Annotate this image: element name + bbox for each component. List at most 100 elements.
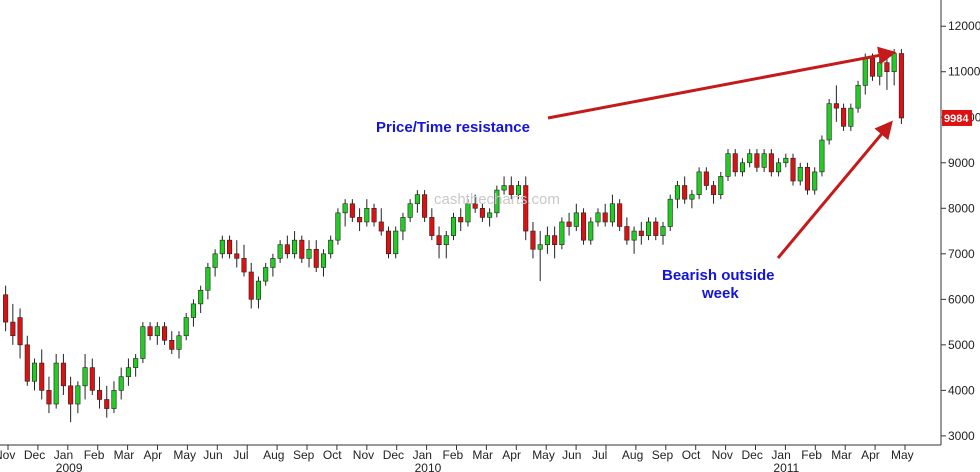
candle [328,235,334,259]
x-tick-label: Nov [353,448,374,462]
candle-body [826,103,832,141]
candle [17,308,23,359]
candle-body [371,207,377,223]
candle-body [595,212,601,223]
candle [162,322,168,345]
candle [176,331,182,359]
candle [833,85,839,122]
candle-body [732,153,738,173]
x-tick-label: May [173,448,196,462]
x-tick-label: Feb [443,448,464,462]
candle [248,262,254,309]
x-tick-label: Feb [801,448,822,462]
candle [234,240,240,268]
candle [241,244,247,277]
candle-body [263,267,269,282]
candle [133,353,139,377]
candle-body [320,253,327,268]
candle [580,208,587,245]
x-tick-label: Jun [562,448,581,462]
candle [443,231,449,259]
candle [747,149,753,168]
candle [573,203,579,232]
candle-body [378,221,384,232]
candle-body [667,198,673,227]
candle-body [140,326,146,359]
candle-body [284,244,290,255]
candle-body [573,212,579,227]
candle-body [841,107,847,127]
candle [674,180,680,209]
year-label: 2011 [773,461,799,472]
candle [342,199,348,227]
candle-body [118,376,124,391]
candle [284,235,290,259]
candle [75,381,81,414]
candle-body [133,358,139,368]
candle [450,212,457,241]
y-tick-label: 5000 [948,338,975,352]
candle-body [898,53,904,119]
candle [277,240,283,263]
candles-layer [3,48,904,423]
candle-body [891,53,897,73]
candle [696,167,702,200]
candle-body [270,258,276,268]
candle-body [537,244,543,250]
x-tick-label: Dec [742,448,763,462]
candle [292,231,298,259]
candle [732,149,738,177]
y-tick-label: 8000 [948,201,975,215]
candle-body [443,235,449,246]
candle [739,158,745,177]
x-tick-label: Jan [54,448,73,462]
candle-body [479,207,485,218]
y-tick-label: 3000 [948,429,975,443]
candle-body [400,217,406,232]
year-label: 2009 [56,461,83,472]
candle [46,376,52,414]
candle-body [219,239,225,255]
candle [472,194,478,213]
candle [508,176,514,200]
candle [436,226,442,259]
candle-body [39,362,45,391]
candle [335,208,341,245]
candle [212,249,218,277]
candle [378,208,384,236]
candle [306,240,312,268]
candle-body [10,321,16,337]
candle-body [819,139,825,173]
x-tick-label: Aug [622,448,643,462]
candle [299,235,305,263]
candle [96,376,103,409]
candle-body [190,303,196,318]
candle [227,235,233,259]
candle [3,285,9,332]
candle-body [96,390,103,400]
candle-body [768,153,774,173]
candle-body [357,217,363,223]
candle-body [82,367,88,387]
x-tick-label: Jul [592,448,607,462]
candle-body [313,248,319,268]
candle-body [588,221,594,241]
candle-body [515,185,522,195]
candle-body [422,194,428,218]
candle [479,203,485,222]
candle-body [198,289,204,305]
candle-body [393,230,399,255]
candle-body [862,57,868,86]
candle [89,358,95,395]
candle [588,217,594,245]
candle [111,381,117,414]
candle-body [674,185,680,200]
candle-body [3,294,9,323]
candle-body [703,171,709,186]
candle-body [111,390,117,409]
candle [841,103,847,131]
candle-body [747,153,753,164]
candle-body [248,271,254,300]
candle-body [234,253,240,259]
candle-body [487,212,493,218]
